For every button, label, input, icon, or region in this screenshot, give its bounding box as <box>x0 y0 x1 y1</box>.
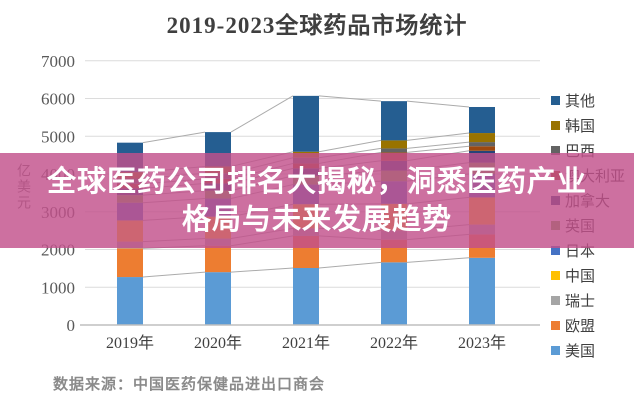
bar-segment-1 <box>117 248 143 278</box>
x-tick-label: 2019年 <box>106 334 154 352</box>
bar-segment-0 <box>293 267 319 325</box>
bar-segment-0 <box>117 277 143 325</box>
series-line <box>142 131 206 144</box>
legend-item: 瑞士 <box>551 288 631 313</box>
legend-swatch-icon <box>551 96 560 105</box>
x-tick-label: 2023年 <box>458 334 506 352</box>
legend-label: 其他 <box>565 94 596 110</box>
series-line <box>406 132 470 141</box>
y-tick-label: 1000 <box>41 278 75 297</box>
bar-segment-9 <box>381 140 407 149</box>
x-tick-label: 2021年 <box>282 334 330 352</box>
x-tick-label: 2020年 <box>194 334 242 352</box>
x-tick-label: 2022年 <box>370 334 418 352</box>
series-line <box>318 95 382 102</box>
legend-swatch-icon <box>551 121 560 130</box>
y-tick-label: 5000 <box>41 127 75 146</box>
legend-swatch-icon <box>551 346 560 355</box>
y-tick-label: 0 <box>67 316 76 335</box>
series-line <box>230 95 294 133</box>
bar-segment-0 <box>469 257 495 325</box>
legend-label: 中国 <box>565 269 596 285</box>
bar-segment-0 <box>205 272 231 325</box>
legend-label: 美国 <box>565 344 596 360</box>
y-tick-label: 6000 <box>41 90 75 109</box>
bar-segment-9 <box>469 133 495 143</box>
headline-line-1: 全球医药公司排名大揭秘，洞悉医药产业 <box>46 165 587 198</box>
legend-label: 韩国 <box>565 119 596 135</box>
legend-item: 美国 <box>551 338 631 363</box>
legend-item: 中国 <box>551 263 631 288</box>
bar-segment-1 <box>205 245 231 273</box>
legend-item: 日本 <box>551 238 631 263</box>
series-line <box>230 267 294 273</box>
bar-segment-8 <box>381 148 407 153</box>
bar-segment-10 <box>381 101 407 141</box>
legend-label: 日本 <box>565 244 596 260</box>
legend-label: 欧盟 <box>565 319 596 335</box>
legend-label: 瑞士 <box>565 294 596 310</box>
legend-swatch-icon <box>551 146 560 155</box>
legend-item: 韩国 <box>551 113 631 138</box>
series-line <box>406 100 470 108</box>
data-source-note: 数据来源：中国医药保健品进出口商会 <box>53 377 326 393</box>
bar-segment-8 <box>469 142 495 147</box>
bar-segment-10 <box>469 106 495 134</box>
headline-line-2: 格局与未来发展趋势 <box>181 203 452 236</box>
legend-item: 其他 <box>551 88 631 113</box>
bar-segment-7 <box>469 146 495 151</box>
series-line <box>142 271 206 278</box>
chart-title: 2019-2023全球药品市场统计 <box>166 13 468 38</box>
series-line <box>406 145 470 153</box>
series-line <box>406 141 470 149</box>
headline-overlay-banner: 全球医药公司排名大揭秘，洞悉医药产业 格局与未来发展趋势 <box>0 153 634 248</box>
series-line <box>406 257 470 263</box>
legend-swatch-icon <box>551 296 560 305</box>
legend-item: 欧盟 <box>551 313 631 338</box>
series-line <box>318 261 382 269</box>
y-tick-label: 7000 <box>41 52 75 71</box>
legend-swatch-icon <box>551 246 560 255</box>
legend-swatch-icon <box>551 271 560 280</box>
bar-segment-0 <box>381 262 407 325</box>
bar-segment-10 <box>293 95 319 152</box>
legend-swatch-icon <box>551 321 560 330</box>
series-line <box>318 139 382 153</box>
